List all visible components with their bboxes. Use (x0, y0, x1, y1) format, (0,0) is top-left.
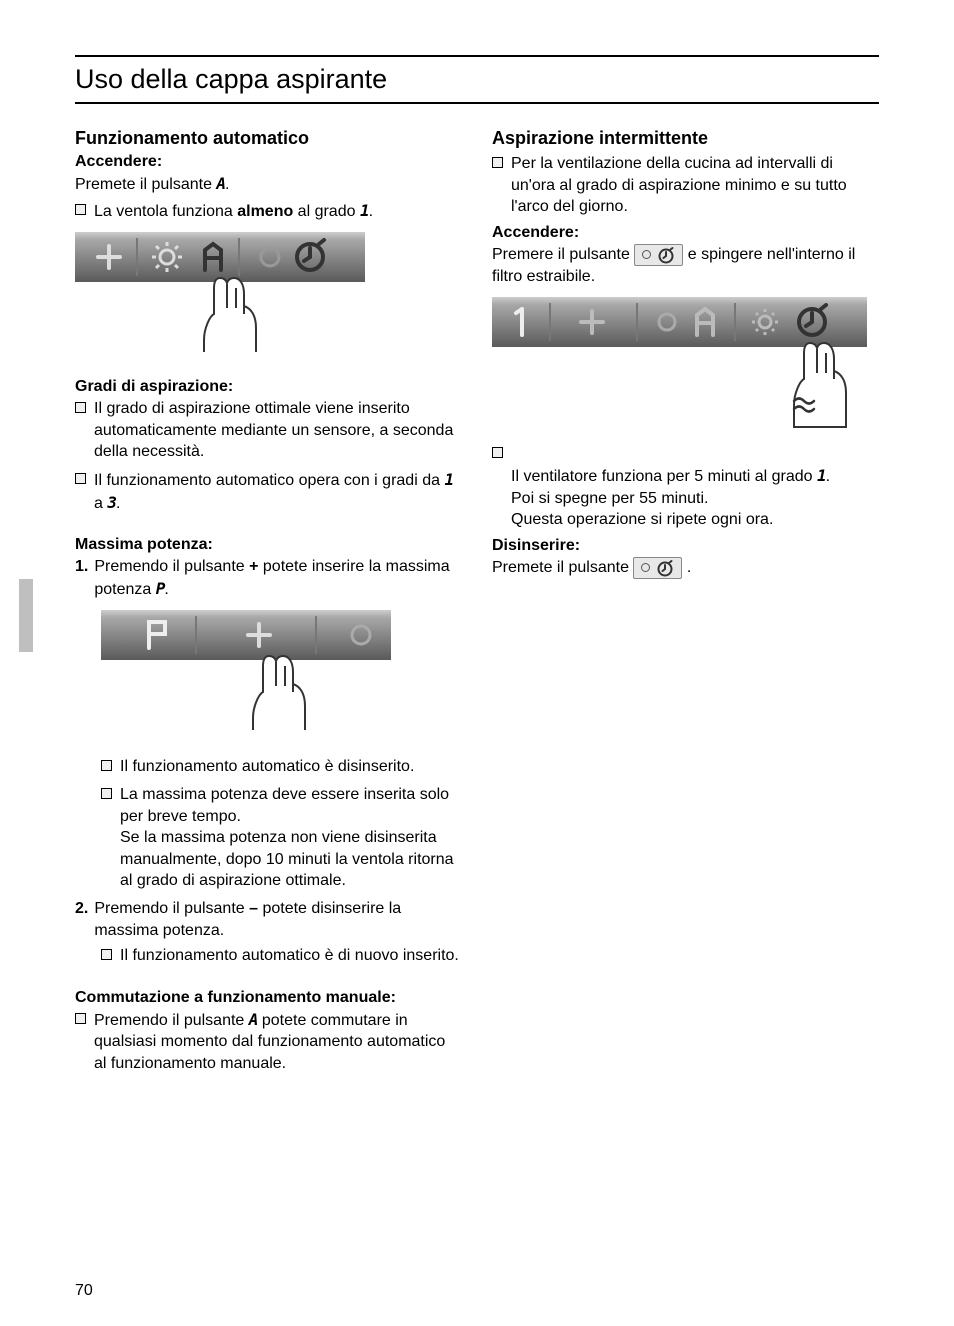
bullet-ventilatore: Il ventilatore funziona per 5 minuti al … (492, 443, 879, 530)
text-fragment: Premete il pulsante (75, 176, 216, 193)
page-number: 70 (75, 1282, 93, 1300)
text-bold-fragment: almeno (237, 203, 293, 220)
circle-icon (641, 563, 650, 572)
bullet-aspirazione-desc: Per la ventilazione della cucina ad inte… (492, 153, 879, 218)
text-fragment: Il ventilatore funziona per 5 minuti al … (511, 468, 817, 485)
sub-bullet-max-3: Il funzionamento automatico è di nuovo i… (101, 945, 462, 967)
numbered-item-2: 2. Premendo il pulsante – potete disinse… (75, 898, 462, 941)
bullet-text: La massima potenza deve essere inserita … (120, 784, 462, 892)
minus-glyph: – (249, 900, 258, 917)
bullet-icon (101, 949, 112, 960)
text-fragment: Premendo il pulsante (94, 558, 249, 575)
content-columns: Funzionamento automatico Accendere: Prem… (75, 128, 879, 1080)
subheading-massima-potenza: Massima potenza: (75, 536, 462, 554)
clock-icon (656, 559, 674, 577)
bullet-text: Il funzionamento automatico è di nuovo i… (120, 945, 459, 967)
bullet-icon (492, 447, 503, 458)
item-text: Premendo il pulsante + potete inserire l… (94, 556, 462, 600)
bullet-gradi-2: Il funzionamento automatico opera con i … (75, 469, 462, 514)
control-panel-illustration-1 (75, 232, 462, 364)
text-fragment: Premete il pulsante (492, 559, 633, 576)
text-fragment: Il funzionamento automatico opera con i … (94, 472, 444, 489)
bullet-text: Il grado di aspirazione ottimale viene i… (94, 398, 462, 463)
item-number: 2. (75, 898, 88, 920)
bullet-text: La ventola funziona almeno al grado 1. (94, 200, 373, 223)
sub-bullet-max-1: Il funzionamento automatico è disinserit… (101, 756, 462, 778)
bullet-icon (101, 760, 112, 771)
text-fragment: Premendo il pulsante (94, 1012, 249, 1029)
text-premete-pulsante: Premete il pulsante A. (75, 173, 462, 196)
left-column: Funzionamento automatico Accendere: Prem… (75, 128, 462, 1080)
text-fragment: . (164, 581, 168, 598)
text-fragment: . (369, 203, 373, 220)
bullet-text: Il funzionamento automatico opera con i … (94, 469, 462, 514)
text-disinserire: Premete il pulsante . (492, 557, 879, 579)
subheading-gradi: Gradi di aspirazione: (75, 378, 462, 396)
subheading-commutazione: Commutazione a funzionamento manuale: (75, 989, 462, 1007)
bullet-icon (492, 157, 503, 168)
bullet-text: Il ventilatore funziona per 5 minuti al … (511, 443, 830, 530)
subheading-disinserire: Disinserire: (492, 537, 879, 555)
control-panel-illustration-3 (492, 297, 879, 429)
page-title: Uso della cappa aspirante (75, 55, 879, 104)
glyph-1-icon: 1 (360, 201, 369, 220)
bullet-gradi-1: Il grado di aspirazione ottimale viene i… (75, 398, 462, 463)
clock-button-icon (634, 244, 683, 266)
numbered-item-1: 1. Premendo il pulsante + potete inserir… (75, 556, 462, 600)
circle-icon (642, 250, 651, 259)
text-premere-pulsante: Premere il pulsante e spingere nell'inte… (492, 244, 879, 288)
bullet-text: Il funzionamento automatico è disinserit… (120, 756, 414, 778)
text-fragment: La ventola funziona (94, 203, 237, 220)
text-fragment: . (225, 176, 229, 193)
bullet-icon (101, 788, 112, 799)
text-fragment: . (116, 495, 120, 512)
bullet-icon (75, 204, 86, 215)
subheading-accendere-right: Accendere: (492, 224, 879, 242)
bullet-icon (75, 402, 86, 413)
bullet-text: Per la ventilazione della cucina ad inte… (511, 153, 879, 218)
right-column: Aspirazione intermittente Per la ventila… (492, 128, 879, 1080)
bullet-text: Premendo il pulsante A potete commutare … (94, 1009, 462, 1075)
text-fragment: Premendo il pulsante (94, 900, 249, 917)
glyph-a-icon: A (216, 174, 225, 193)
text-fragment: Premere il pulsante (492, 246, 634, 263)
page-side-tab (19, 579, 33, 652)
glyph-3-icon: 3 (107, 493, 116, 512)
control-panel-illustration-2 (101, 610, 462, 742)
item-text: Premendo il pulsante – potete disinserir… (94, 898, 462, 941)
text-fragment: a (94, 495, 107, 512)
clock-icon (657, 246, 675, 264)
glyph-1-icon: 1 (817, 466, 826, 485)
bullet-ventola: La ventola funziona almeno al grado 1. (75, 200, 462, 223)
clock-button-icon (633, 557, 682, 579)
subheading-accendere: Accendere: (75, 153, 462, 171)
bullet-icon (75, 473, 86, 484)
sub-bullet-max-2: La massima potenza deve essere inserita … (101, 784, 462, 892)
heading-aspirazione-intermittente: Aspirazione intermittente (492, 128, 879, 149)
heading-funzionamento-automatico: Funzionamento automatico (75, 128, 462, 149)
text-fragment: al grado (293, 203, 360, 220)
bullet-commutazione: Premendo il pulsante A potete commutare … (75, 1009, 462, 1075)
glyph-1-icon: 1 (444, 470, 453, 489)
bullet-icon (75, 1013, 86, 1024)
item-number: 1. (75, 556, 88, 578)
text-fragment: . (687, 559, 691, 576)
